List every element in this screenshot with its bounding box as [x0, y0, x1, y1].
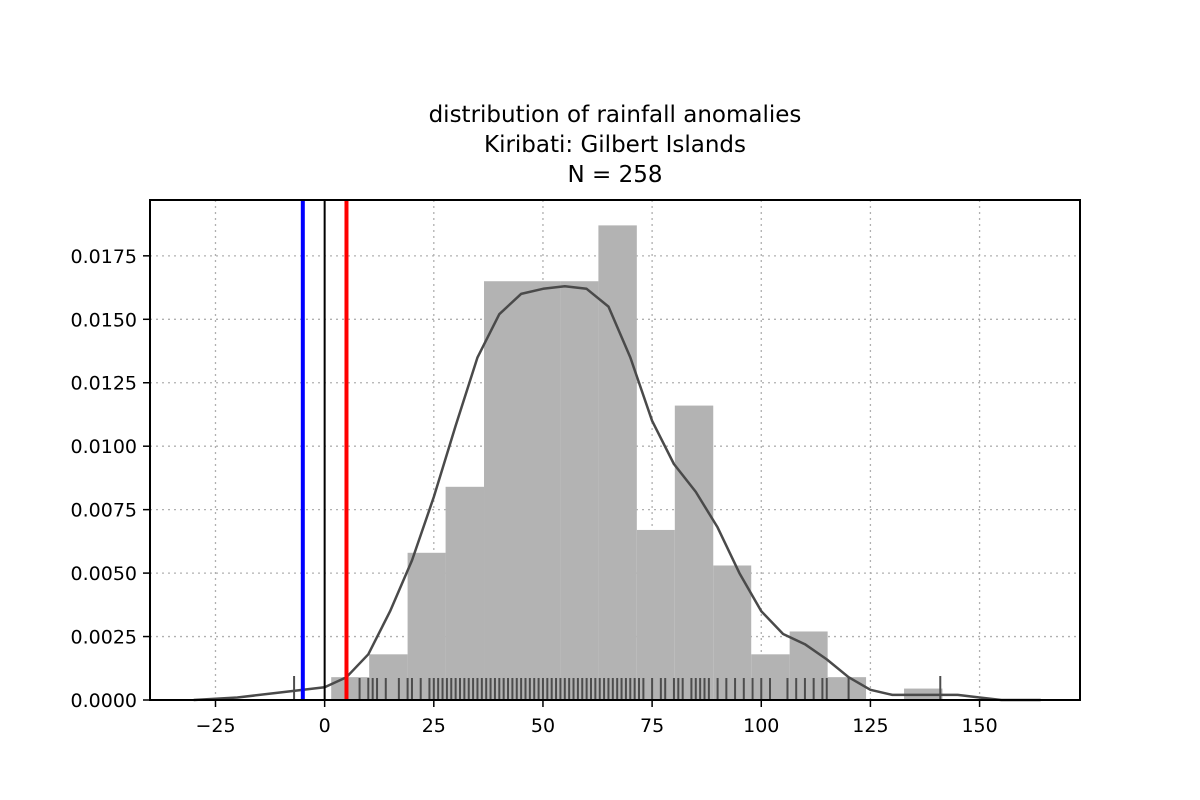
- x-tick-label-3: 50: [531, 715, 555, 737]
- histogram-bar-6: [560, 281, 599, 700]
- plot-frame: [149, 199, 1081, 701]
- y-tick-label-5: 0.0125: [71, 373, 137, 395]
- y-tick-label-1: 0.0025: [71, 627, 137, 649]
- y-tick-label-7: 0.0175: [71, 246, 137, 268]
- histogram-bar-8: [636, 529, 675, 700]
- x-tick-label-7: 150: [961, 715, 997, 737]
- reference-lines: [300, 200, 349, 700]
- title-line-1: distribution of rainfall anomalies: [429, 102, 802, 128]
- x-tick-label-0: −25: [195, 715, 235, 737]
- histogram-bar-3: [445, 486, 485, 700]
- histogram-bars: [331, 225, 943, 700]
- title-line-2: Kiribati: Gilbert Islands: [484, 132, 746, 158]
- x-tick-label-2: 25: [422, 715, 446, 737]
- histogram-bar-10: [713, 565, 752, 700]
- x-axis: −25 0 25 50 75 100 125 150: [195, 700, 998, 737]
- y-tick-label-6: 0.0150: [71, 309, 137, 331]
- histogram-bar-5: [522, 281, 561, 700]
- histogram-bar-7: [598, 225, 637, 700]
- histogram-bar-4: [484, 281, 522, 700]
- x-tick-label-1: 0: [319, 715, 331, 737]
- kde-curve: [193, 285, 1041, 702]
- title-line-3: N = 258: [568, 162, 663, 188]
- x-tick-label-5: 100: [743, 715, 779, 737]
- histogram-bar-1: [369, 654, 408, 700]
- x-tick-label-4: 75: [640, 715, 664, 737]
- histogram-bar-9: [674, 405, 714, 700]
- y-tick-label-3: 0.0075: [71, 500, 137, 522]
- histogram-bar-13: [827, 677, 867, 700]
- histogram-bar-2: [407, 552, 446, 700]
- kde-curve-group: [193, 285, 1041, 702]
- y-tick-label-4: 0.0100: [71, 436, 137, 458]
- rug-marks: [293, 676, 942, 700]
- x-tick-label-6: 125: [852, 715, 888, 737]
- y-tick-label-2: 0.0050: [71, 563, 137, 585]
- y-tick-label-0: 0.0000: [71, 690, 137, 712]
- y-axis: 0.0000 0.0025 0.0050 0.0075 0.0100 0.0125 0.01…: [71, 246, 150, 712]
- chart-title: distribution of rainfall anomalies Kirib…: [429, 102, 802, 188]
